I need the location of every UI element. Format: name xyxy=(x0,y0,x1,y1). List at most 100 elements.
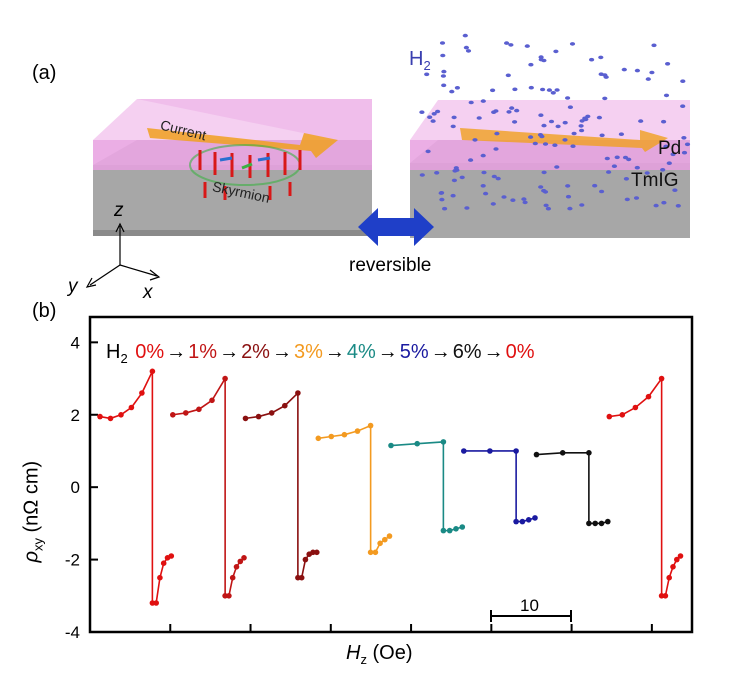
hydrogen-dot xyxy=(481,170,487,175)
hydrogen-dot xyxy=(541,188,547,193)
hydrogen-dot xyxy=(540,87,546,92)
data-point xyxy=(237,558,244,565)
hydrogen-dot xyxy=(614,155,620,160)
sequence-arrow-icon: → xyxy=(430,341,451,363)
hydrogen-dot xyxy=(480,184,486,188)
hydrogen-dot xyxy=(511,120,518,124)
hydrogen-dot xyxy=(522,200,528,205)
hydrogen-dot xyxy=(680,104,686,108)
hydrogen-dot xyxy=(510,198,516,202)
data-point xyxy=(525,517,532,523)
y-ticks: 4 2 0 -2 -4 xyxy=(65,333,98,642)
sequence-step: 2% xyxy=(241,341,270,363)
h2-sequence: H2 0% → 1% → 2% → 3% → 4% → 5% → 6% → 0% xyxy=(106,341,537,366)
data-point xyxy=(242,415,249,422)
hydrogen-dot xyxy=(504,41,510,45)
hydrogen-dot xyxy=(553,49,559,54)
series-line xyxy=(609,376,682,597)
data-point xyxy=(209,397,215,404)
hydrogen-dot xyxy=(596,115,603,120)
hydrogen-dot xyxy=(441,83,447,88)
hydrogen-dot xyxy=(579,128,585,133)
hydrogen-dot xyxy=(494,131,500,136)
hydrogen-dot xyxy=(468,100,474,105)
data-point xyxy=(328,433,335,440)
hydrogen-dot xyxy=(431,112,437,116)
hydrogen-dot xyxy=(598,72,604,76)
data-point xyxy=(255,413,262,420)
hydrogen-dot xyxy=(508,43,514,47)
data-point xyxy=(459,524,466,530)
data-point xyxy=(674,556,680,563)
data-point xyxy=(658,375,665,382)
hydrogen-dot xyxy=(545,206,552,211)
z-axis-arrowhead xyxy=(115,222,125,233)
hydrogen-dot xyxy=(567,105,574,109)
right-device xyxy=(410,100,690,238)
sequence-step: 0% xyxy=(505,341,535,363)
hydrogen-dot xyxy=(532,141,538,146)
hydrogen-dot xyxy=(512,87,518,92)
data-point xyxy=(118,412,124,418)
hydrogen-dot xyxy=(603,75,609,79)
hydrogen-dot xyxy=(592,183,598,188)
hydrogen-dot xyxy=(681,136,687,140)
hydrogen-dot xyxy=(465,49,472,53)
data-point xyxy=(377,540,383,547)
y-tick-label: -2 xyxy=(65,551,80,570)
hydrogen-dot xyxy=(552,143,558,147)
axis-y-label: y xyxy=(68,276,78,297)
data-point xyxy=(606,413,613,420)
hydrogen-dot xyxy=(480,99,486,103)
hydrogen-dot xyxy=(459,175,465,180)
hydrogen-dot xyxy=(634,68,641,73)
hydrogen-dot xyxy=(624,197,630,202)
data-point xyxy=(314,549,320,556)
h2-label: H2 xyxy=(409,48,431,73)
data-point xyxy=(605,518,611,525)
hydrogen-dot xyxy=(554,165,560,169)
data-point xyxy=(513,448,519,454)
hydrogen-dot xyxy=(622,155,629,160)
hydrogen-dot xyxy=(501,195,507,199)
hydrogen-dot xyxy=(567,206,573,211)
data-point xyxy=(388,442,394,449)
data-point xyxy=(598,520,605,527)
data-point xyxy=(446,527,453,534)
hydrogen-dot xyxy=(675,204,681,208)
hydrogen-dot xyxy=(506,110,512,114)
tmig-label: TmIG xyxy=(631,170,679,191)
hydrogen-dot xyxy=(550,91,556,95)
hydrogen-dot xyxy=(493,109,499,113)
hydrogen-dot xyxy=(602,96,608,101)
hydrogen-dot xyxy=(653,203,659,208)
data-point xyxy=(302,556,309,563)
right-tmig-front xyxy=(410,163,690,238)
data-point xyxy=(386,533,393,539)
sequence-step: 6% xyxy=(452,341,482,363)
hydrogen-dot xyxy=(427,115,433,119)
plot-frame xyxy=(88,315,694,634)
data-point xyxy=(157,574,163,581)
hydrogen-dot xyxy=(579,203,585,207)
x-axis-label: Hz (Oe) xyxy=(346,642,413,667)
data-point xyxy=(440,527,447,534)
hydrogen-dot xyxy=(565,184,571,188)
pd-label: Pd xyxy=(658,138,682,159)
hydrogen-dot xyxy=(440,74,446,78)
hydrogen-dot xyxy=(440,53,446,58)
hydrogen-dot xyxy=(453,166,459,170)
hydrogen-dot xyxy=(661,119,667,124)
hydrogen-dot xyxy=(441,69,447,74)
hydrogen-dot xyxy=(439,197,445,202)
data-point xyxy=(295,390,301,396)
hydrogen-dot xyxy=(468,158,474,162)
data-point xyxy=(372,549,379,556)
hydrogen-dot xyxy=(542,142,549,146)
hydrogen-dot xyxy=(599,189,605,194)
data-point xyxy=(632,404,639,411)
hydrogen-dot xyxy=(606,170,612,174)
panel-b-label: (b) xyxy=(32,300,57,322)
hydrogen-dot xyxy=(555,124,561,129)
hydrogen-dot xyxy=(661,200,667,205)
